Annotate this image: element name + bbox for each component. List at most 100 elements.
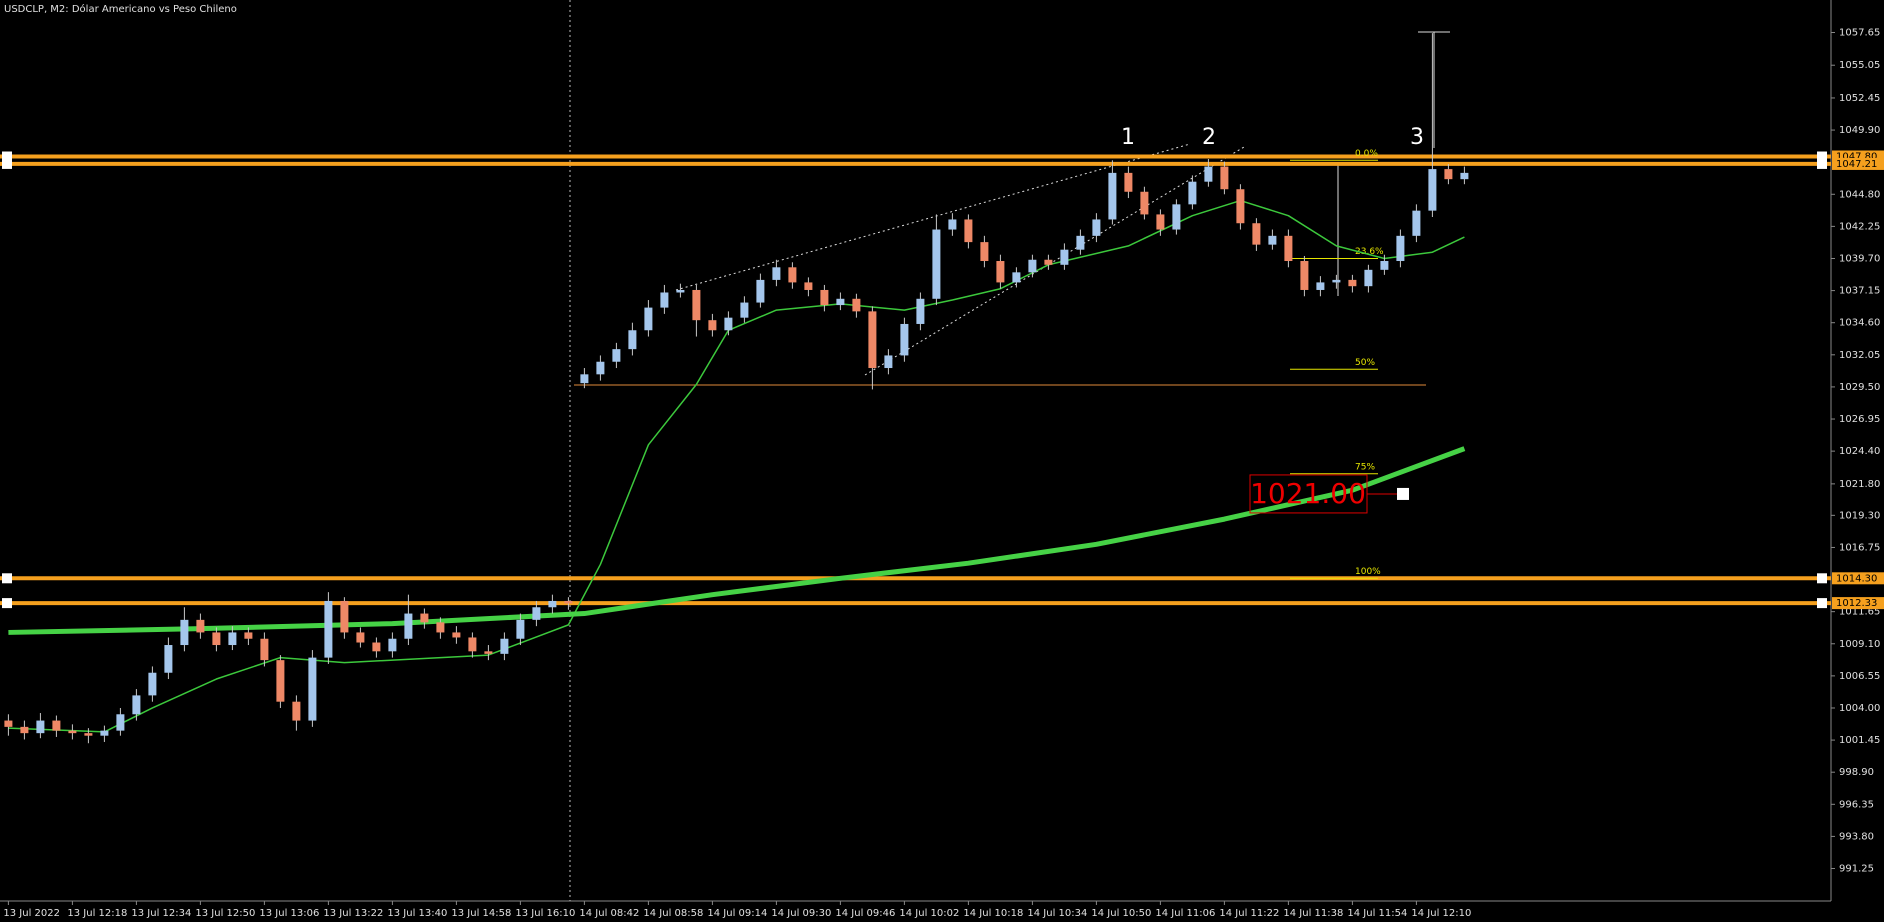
x-tick-label: 13 Jul 2022 <box>3 908 60 919</box>
y-tick-label: 1024.40 <box>1839 446 1880 457</box>
candle-body <box>1188 181 1197 205</box>
candle-body <box>324 600 333 658</box>
candle-body <box>228 632 237 646</box>
candle-body <box>116 714 125 731</box>
candle-body <box>708 320 717 331</box>
candle-body <box>1252 223 1261 245</box>
x-tick-label: 14 Jul 11:06 <box>1155 908 1215 919</box>
level-label-box <box>1832 597 1884 610</box>
candle-body <box>276 660 285 702</box>
candle-body <box>148 672 157 696</box>
candle-body <box>308 657 317 721</box>
level-handle <box>1817 158 1827 169</box>
trend-line <box>675 143 1191 291</box>
candle-body <box>1284 235 1293 262</box>
candle-body <box>1412 210 1421 236</box>
candle-body <box>468 637 477 652</box>
x-tick-label: 14 Jul 11:54 <box>1347 908 1407 919</box>
level-handle <box>2 598 12 609</box>
y-tick-label: 1034.60 <box>1839 318 1880 329</box>
y-tick-label: 1044.80 <box>1839 189 1880 200</box>
candle-body <box>1316 282 1325 290</box>
x-tick-label: 13 Jul 13:40 <box>387 908 447 919</box>
candle-body <box>788 267 797 283</box>
level-handle <box>2 158 12 169</box>
candle-body <box>100 730 109 736</box>
fib-label: 23.6% <box>1355 247 1384 257</box>
candle-body <box>1460 172 1469 180</box>
candle-body <box>1364 269 1373 287</box>
candle-body <box>340 600 349 633</box>
y-tick-label: 996.35 <box>1839 799 1874 810</box>
level-label-box <box>1832 572 1884 585</box>
fib-label: 50% <box>1355 358 1375 368</box>
candle-body <box>1044 259 1053 265</box>
candle-body <box>1268 235 1277 245</box>
annotation: 3 <box>1410 125 1424 150</box>
candle-body <box>244 632 253 639</box>
candle-body <box>1444 169 1453 180</box>
candle-body <box>484 651 493 654</box>
candle-body <box>356 632 365 643</box>
candle-body <box>404 613 413 639</box>
x-tick-label: 14 Jul 10:34 <box>1027 908 1087 919</box>
x-tick-label: 14 Jul 09:30 <box>771 908 831 919</box>
candle-body <box>996 261 1005 283</box>
level-handle <box>1817 151 1827 162</box>
x-tick-label: 14 Jul 09:14 <box>707 908 767 919</box>
candle-body <box>164 645 173 673</box>
candle-body <box>852 298 861 312</box>
y-tick-label: 1019.30 <box>1839 510 1880 521</box>
y-tick-label: 993.80 <box>1839 831 1874 842</box>
y-tick-label: 1009.10 <box>1839 639 1880 650</box>
candle-body <box>836 298 845 306</box>
candle-body <box>1092 219 1101 236</box>
candle-body <box>516 619 525 639</box>
x-tick-label: 13 Jul 13:22 <box>323 908 383 919</box>
x-tick-label: 14 Jul 12:10 <box>1411 908 1471 919</box>
candle-body <box>196 619 205 633</box>
candle-body <box>52 720 61 731</box>
y-tick-label: 1042.25 <box>1839 221 1880 232</box>
fib-label: 100% <box>1355 567 1381 577</box>
level-label: 1012.33 <box>1836 598 1877 609</box>
candle-body <box>1300 261 1309 290</box>
candle-body <box>1204 166 1213 182</box>
level-handle <box>1817 573 1827 584</box>
level-handle <box>1817 598 1827 609</box>
candle-body <box>1156 214 1165 230</box>
y-tick-label: 1021.80 <box>1839 479 1880 490</box>
candle-body <box>1140 191 1149 215</box>
candle-body <box>1220 166 1229 190</box>
level-label: 1047.21 <box>1836 159 1877 170</box>
x-tick-label: 13 Jul 13:06 <box>259 908 319 919</box>
x-tick-label: 13 Jul 16:10 <box>515 908 575 919</box>
candle-body <box>772 267 781 280</box>
candle-body <box>180 619 189 646</box>
candle-body <box>1348 279 1357 287</box>
candle-body <box>1380 261 1389 270</box>
candle-body <box>884 355 893 369</box>
candle-body <box>740 302 749 318</box>
x-tick-label: 14 Jul 11:22 <box>1219 908 1279 919</box>
candle-body <box>612 349 621 362</box>
candle-body <box>756 279 765 303</box>
x-tick-label: 13 Jul 14:58 <box>451 908 511 919</box>
candle-body <box>692 289 701 321</box>
candle-body <box>500 638 509 654</box>
x-tick-label: 14 Jul 10:02 <box>899 908 959 919</box>
candle-body <box>1076 235 1085 250</box>
annotation: 2 <box>1202 125 1216 150</box>
x-tick-label: 13 Jul 12:50 <box>195 908 255 919</box>
y-tick-label: 1055.05 <box>1839 60 1880 71</box>
fib-label: 0.0% <box>1355 149 1378 159</box>
chart-title: USDCLP, M2: Dólar Americano vs Peso Chil… <box>4 3 237 15</box>
candle-body <box>660 292 669 308</box>
price-label: 1021.00 <box>1250 477 1366 510</box>
candle-body <box>1028 259 1037 273</box>
candle-body <box>292 701 301 721</box>
candle-body <box>724 317 733 331</box>
x-tick-label: 14 Jul 10:18 <box>963 908 1023 919</box>
